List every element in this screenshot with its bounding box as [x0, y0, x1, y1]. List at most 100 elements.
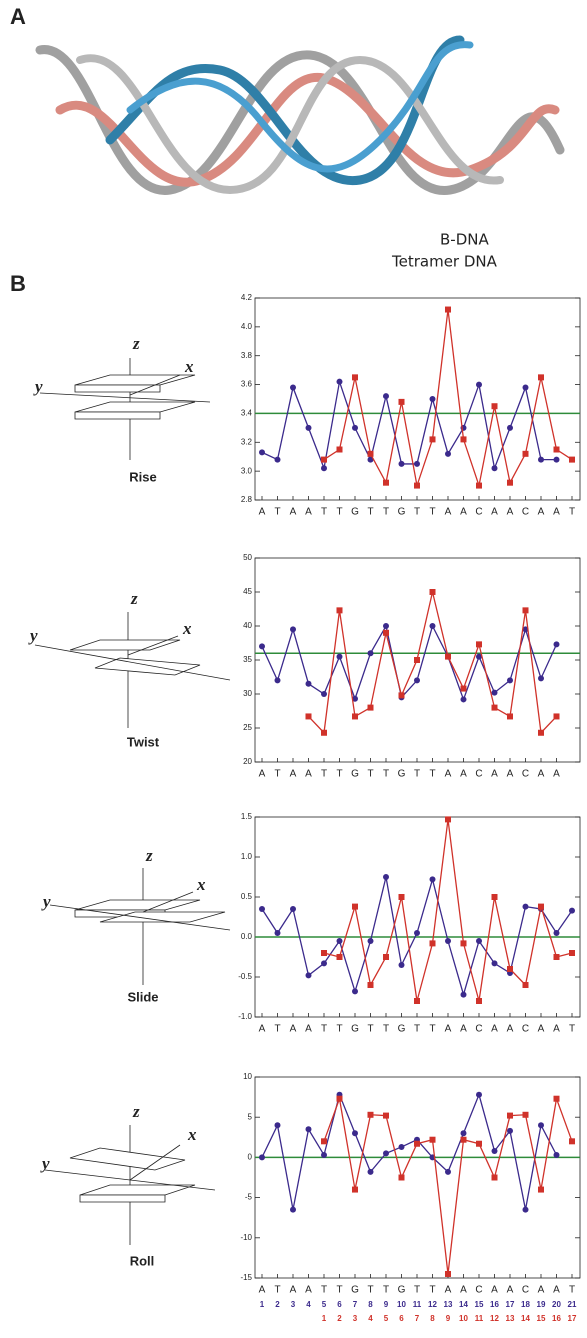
axis-letter: z [132, 334, 140, 353]
y-tick-label: 3.2 [241, 437, 253, 446]
point [553, 954, 560, 960]
point [445, 1270, 451, 1277]
point [383, 954, 389, 960]
point [429, 436, 436, 443]
point [383, 479, 389, 486]
x-tick-label: A [460, 769, 467, 780]
index-label: 8 [430, 1314, 435, 1323]
axis-letter: y [33, 377, 43, 396]
point [367, 650, 374, 657]
x-tick-label: T [336, 769, 342, 780]
point [507, 713, 513, 720]
index-label: 16 [490, 1300, 499, 1309]
x-tick-label: T [367, 1285, 373, 1296]
x-tick-label: A [553, 769, 560, 780]
point [445, 1168, 451, 1175]
index-label: 12 [428, 1300, 437, 1309]
point [491, 1174, 498, 1181]
index-label: 3 [291, 1300, 296, 1309]
point [538, 1186, 544, 1193]
point [383, 393, 389, 400]
point [538, 903, 544, 910]
x-tick-label: T [383, 1285, 389, 1296]
x-tick-label: T [569, 1024, 575, 1035]
index-label: 9 [446, 1314, 451, 1323]
point [538, 374, 544, 381]
point [569, 950, 575, 956]
x-tick-label: A [538, 507, 545, 518]
point [491, 403, 498, 410]
point [460, 1130, 467, 1137]
x-tick-label: T [367, 1024, 373, 1035]
point [476, 381, 482, 388]
point [445, 816, 451, 823]
point [336, 378, 343, 385]
index-label: 10 [459, 1314, 468, 1323]
legend-entry: B-DNA [440, 231, 489, 249]
panel-label: B [10, 271, 26, 296]
point [553, 713, 560, 720]
panel-label: A [10, 4, 26, 29]
y-tick-label: 0 [248, 1153, 253, 1162]
x-tick-label: T [414, 769, 420, 780]
x-tick-label: A [460, 1285, 467, 1296]
point [460, 1136, 467, 1143]
point [491, 1147, 498, 1154]
y-tick-label: -5 [245, 1193, 253, 1202]
index-label: 1 [322, 1314, 327, 1323]
point [414, 657, 420, 663]
point [460, 436, 467, 443]
index-label: 21 [568, 1300, 577, 1309]
point [429, 876, 436, 883]
x-tick-label: T [383, 769, 389, 780]
index-label: 11 [413, 1300, 422, 1309]
plot-frame [254, 1076, 581, 1279]
point [569, 907, 575, 914]
diagram-roll [44, 1125, 216, 1245]
point [336, 954, 343, 960]
point [507, 966, 513, 972]
y-tick-label: 20 [243, 757, 252, 766]
point [290, 906, 296, 912]
x-tick-label: T [336, 507, 342, 518]
point [491, 465, 498, 472]
axis-letter: y [28, 626, 38, 645]
diagram-label: Twist [127, 734, 160, 749]
point [352, 374, 358, 381]
point [491, 704, 498, 711]
y-tick-label: 1.5 [241, 812, 253, 821]
point [507, 677, 513, 684]
x-tick-label: T [321, 1024, 327, 1035]
x-tick-label: A [553, 1285, 560, 1296]
y-tick-label: 4.0 [241, 322, 253, 331]
x-tick-label: T [321, 507, 327, 518]
point [352, 988, 358, 995]
x-tick-label: T [429, 769, 435, 780]
x-tick-label: T [336, 1285, 342, 1296]
point [507, 1112, 513, 1119]
point [414, 930, 420, 936]
point [414, 1140, 420, 1147]
point [491, 960, 498, 967]
x-tick-label: A [445, 1285, 452, 1296]
point [569, 456, 575, 463]
index-label: 6 [399, 1314, 404, 1323]
point [553, 456, 560, 463]
index-label: 14 [521, 1314, 530, 1323]
index-label: 17 [506, 1300, 515, 1309]
x-tick-label: A [507, 1024, 514, 1035]
series-line [308, 591, 557, 735]
index-label: 4 [306, 1300, 311, 1309]
axis-letter: z [145, 846, 153, 865]
plot-frame [254, 816, 581, 1018]
x-tick-label: C [522, 769, 529, 780]
x-tick-label: T [367, 507, 373, 518]
point [460, 991, 467, 998]
point [305, 1126, 312, 1133]
y-tick-label: 35 [243, 655, 252, 664]
x-tick-label: A [445, 1024, 452, 1035]
point [321, 729, 327, 736]
x-tick-label: A [259, 769, 266, 780]
point [367, 982, 374, 988]
point [445, 938, 451, 944]
